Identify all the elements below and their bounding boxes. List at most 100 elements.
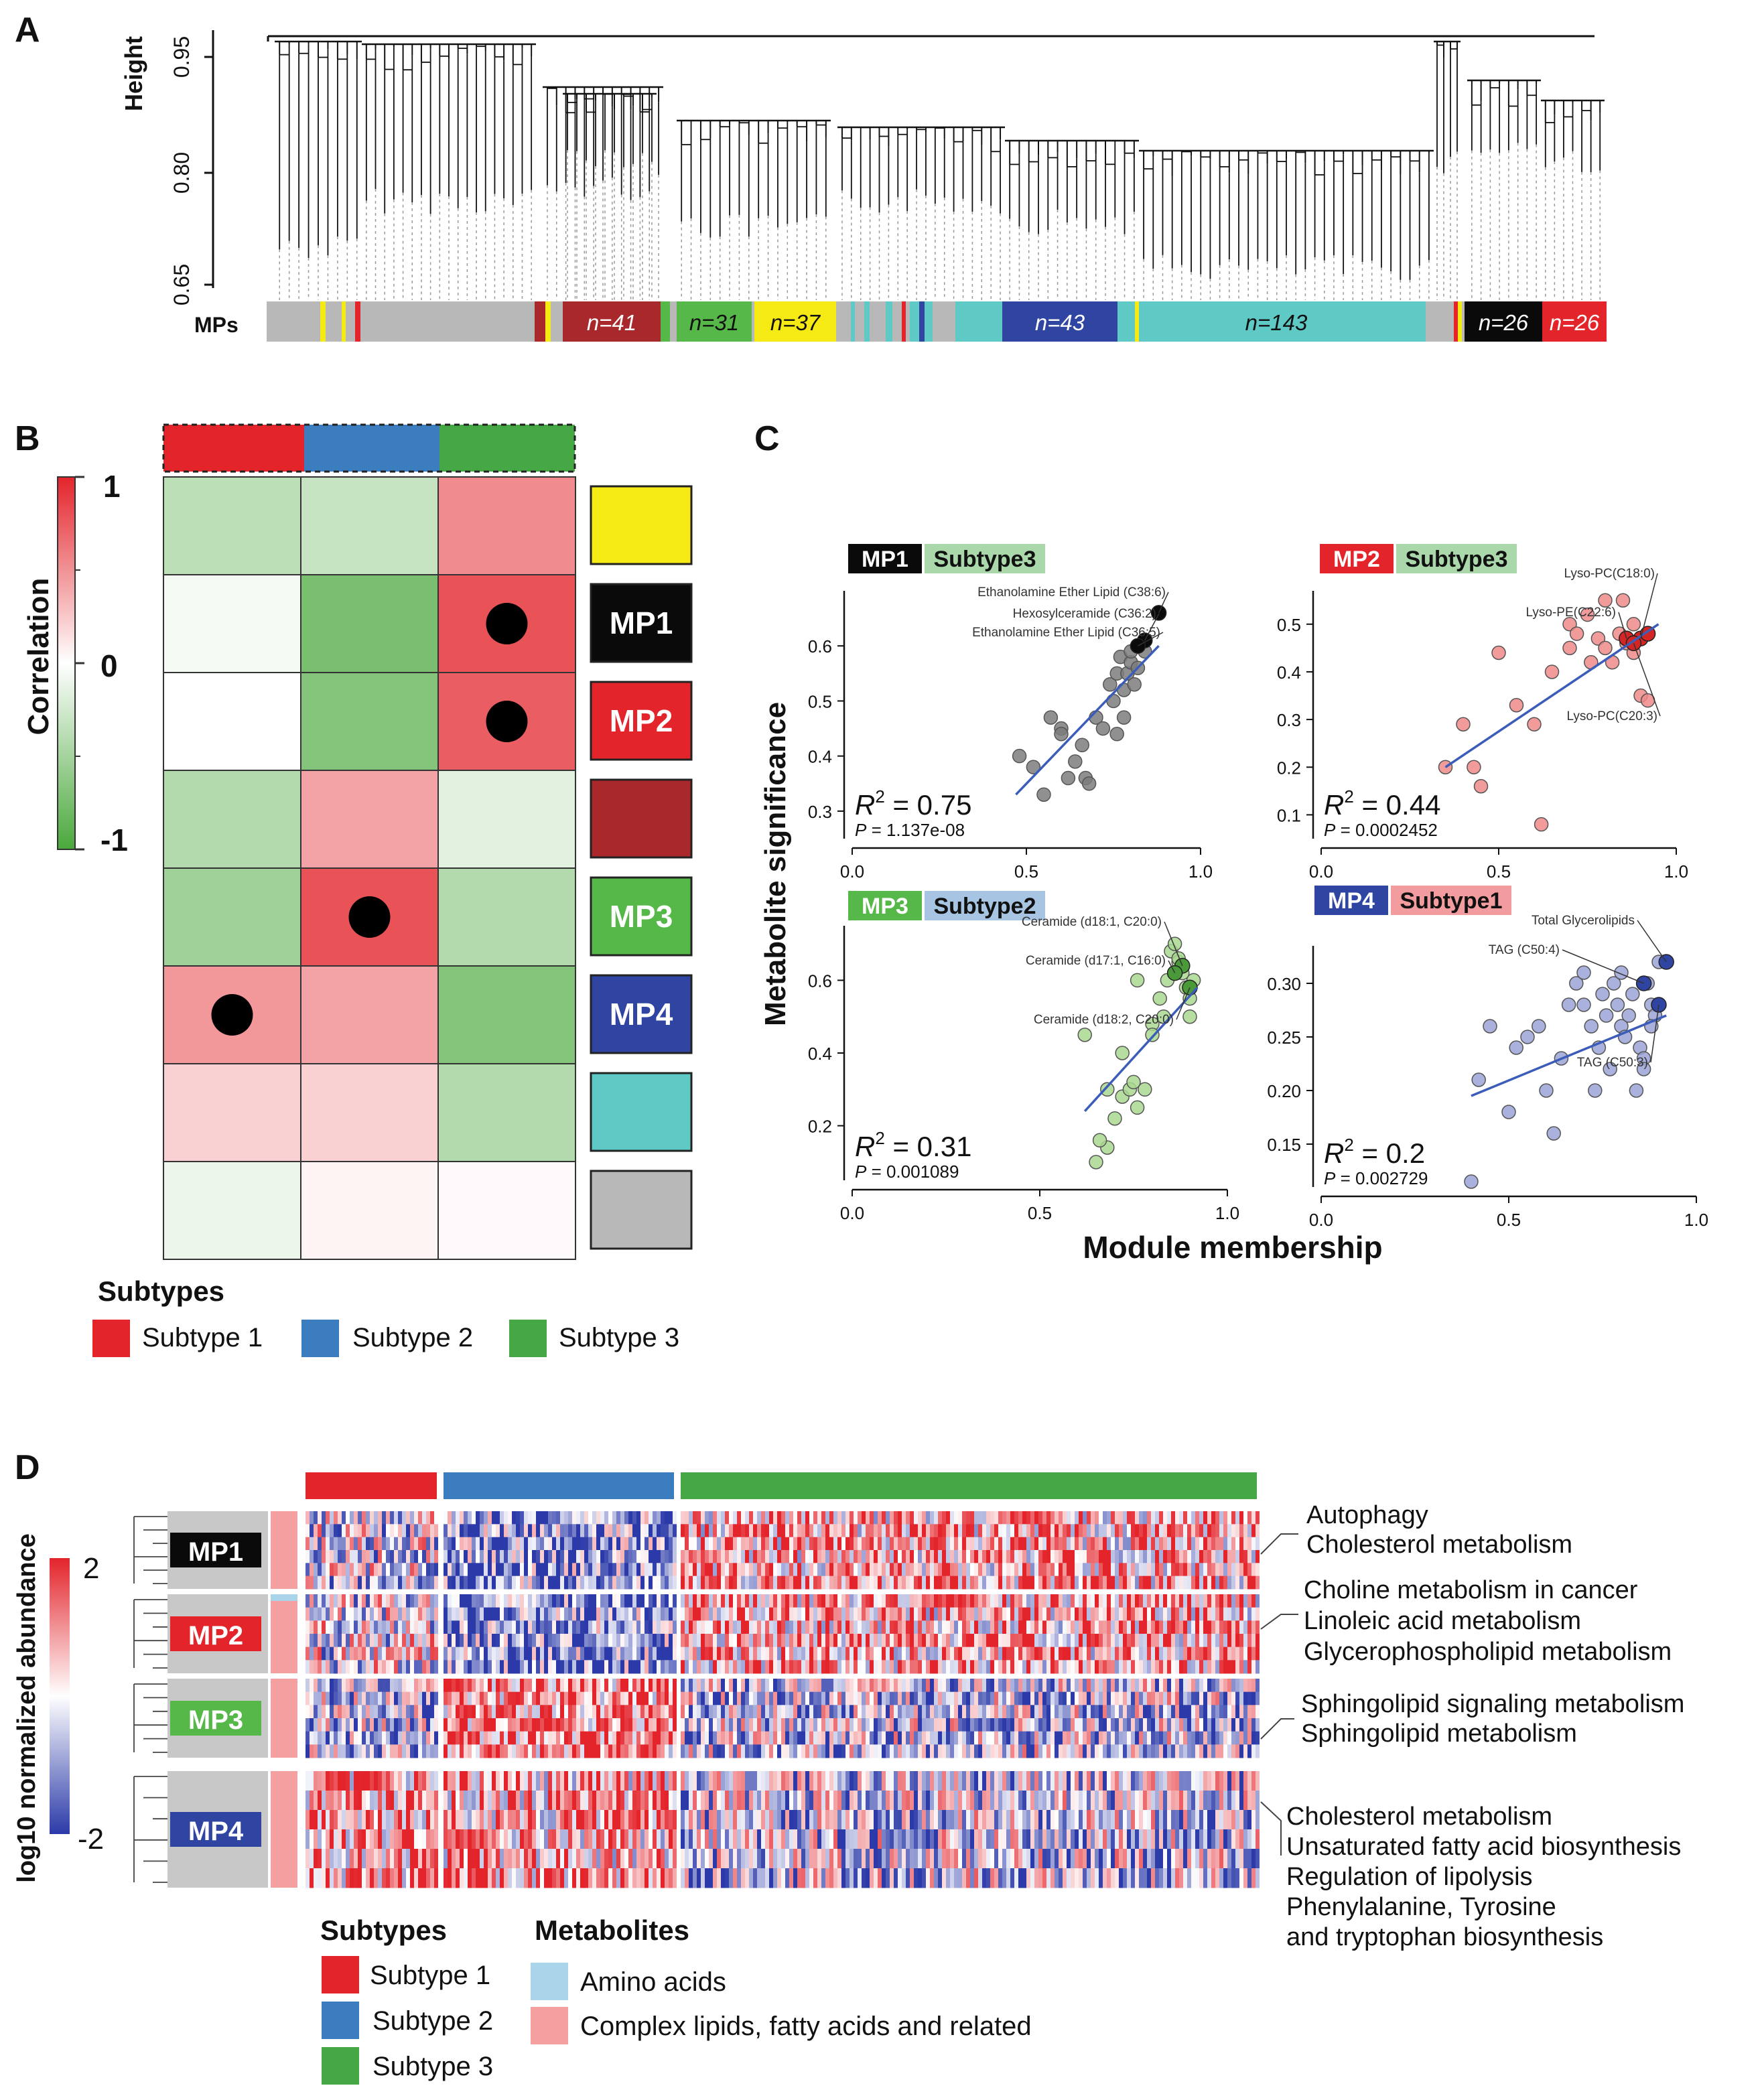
heatmap-stripe bbox=[934, 1679, 938, 1693]
heatmap-stripe bbox=[1038, 1620, 1042, 1634]
regression-line bbox=[1444, 623, 1659, 768]
heatmap-stripe bbox=[685, 1607, 689, 1621]
heatmap-stripe bbox=[528, 1679, 532, 1693]
subtype-tag-label: Subtype3 bbox=[933, 547, 1036, 572]
heatmap-stripe bbox=[649, 1691, 653, 1705]
heatmap-stripe bbox=[753, 1537, 757, 1551]
heatmap-stripe bbox=[452, 1524, 456, 1538]
heatmap-stripe bbox=[998, 1660, 1002, 1674]
heatmap-stripe bbox=[1231, 1594, 1235, 1608]
heatmap-stripe bbox=[693, 1718, 697, 1732]
heatmap-stripe bbox=[998, 1537, 1002, 1551]
heatmap-stripe bbox=[624, 1620, 628, 1634]
heatmap-stripe bbox=[1083, 1634, 1087, 1648]
heatmap-stripe bbox=[394, 1691, 398, 1705]
panel-b-label: B bbox=[15, 419, 40, 458]
heatmap-stripe bbox=[789, 1550, 793, 1563]
heatmap-stripe bbox=[456, 1550, 460, 1563]
heatmap-stripe bbox=[781, 1620, 785, 1634]
heatmap-stripe bbox=[1071, 1550, 1075, 1563]
heatmap-stripe bbox=[970, 1731, 974, 1745]
heatmap-stripe bbox=[604, 1511, 608, 1525]
heatmap-stripe bbox=[1211, 1576, 1215, 1590]
heatmap-stripe bbox=[1050, 1620, 1055, 1634]
heatmap-stripe bbox=[636, 1537, 640, 1551]
heatmap-stripe bbox=[448, 1731, 452, 1745]
heatmap-stripe bbox=[464, 1634, 468, 1648]
heatmap-stripe bbox=[480, 1620, 484, 1634]
heatmap-stripe bbox=[508, 1550, 512, 1563]
module-box-turquoise bbox=[590, 1072, 693, 1152]
heatmap-stripe bbox=[701, 1524, 705, 1538]
heatmap-stripe bbox=[568, 1744, 572, 1758]
heatmap-stripe bbox=[833, 1620, 837, 1634]
heatmap-stripe bbox=[338, 1731, 342, 1745]
heatmap-stripe bbox=[1147, 1647, 1151, 1661]
module-bar-segment bbox=[902, 301, 906, 342]
heatmap-stripe bbox=[532, 1647, 536, 1661]
heatmap-stripe bbox=[628, 1607, 632, 1621]
heatmap-stripe bbox=[805, 1647, 809, 1661]
heatmap-stripe bbox=[966, 1679, 970, 1693]
heatmap-stripe bbox=[1026, 1576, 1030, 1590]
heatmap-stripe bbox=[434, 1744, 438, 1758]
heatmap-stripe bbox=[733, 1524, 737, 1538]
heatmap-stripe bbox=[693, 1691, 697, 1705]
heatmap-stripe bbox=[894, 1576, 898, 1590]
heatmap-stripe bbox=[793, 1718, 797, 1732]
heatmap-stripe bbox=[402, 1620, 406, 1634]
heatmap-stripe bbox=[496, 1607, 500, 1621]
heatmap-stripe bbox=[653, 1679, 657, 1693]
heatmap-stripe bbox=[994, 1744, 998, 1758]
heatmap-stripe bbox=[994, 1511, 998, 1525]
heatmap-stripe bbox=[536, 1634, 540, 1648]
heatmap-stripe bbox=[476, 1679, 480, 1693]
heatmap-stripe bbox=[669, 1660, 673, 1674]
heatmap-stripe bbox=[604, 1607, 608, 1621]
heatmap-stripe bbox=[982, 1744, 986, 1758]
heatmap-stripe bbox=[1215, 1620, 1219, 1634]
heatmap-stripe bbox=[1042, 1691, 1046, 1705]
heatmap-stripe bbox=[1014, 1660, 1018, 1674]
heatmap-stripe bbox=[406, 1524, 410, 1538]
heatmap-stripe bbox=[773, 1576, 777, 1590]
heatmap-stripe bbox=[785, 1594, 789, 1608]
heatmap-stripe bbox=[1191, 1537, 1195, 1551]
heatmap-stripe bbox=[536, 1550, 540, 1563]
heatmap-stripe bbox=[1147, 1537, 1151, 1551]
heatmap-stripe bbox=[620, 1607, 624, 1621]
heatmap-stripe bbox=[1171, 1660, 1175, 1674]
heatmap-stripe bbox=[773, 1691, 777, 1705]
heatmap-stripe bbox=[1119, 1718, 1123, 1732]
heatmap-stripe bbox=[632, 1511, 636, 1525]
heatmap-stripe bbox=[717, 1563, 721, 1577]
heatmap-stripe bbox=[1227, 1511, 1231, 1525]
heatmap-stripe bbox=[1026, 1634, 1030, 1648]
heatmap-stripe bbox=[1002, 1647, 1006, 1661]
heatmap-stripe bbox=[1075, 1691, 1079, 1705]
heatmap-stripe bbox=[346, 1744, 350, 1758]
heatmap-stripe bbox=[1243, 1647, 1247, 1661]
heatmap-stripe bbox=[757, 1607, 761, 1621]
heatmap-stripe bbox=[862, 1607, 866, 1621]
heatmap-cell bbox=[163, 867, 301, 967]
heatmap-stripe bbox=[1223, 1550, 1227, 1563]
heatmap-stripe bbox=[962, 1576, 966, 1590]
heatmap-stripe bbox=[600, 1705, 604, 1719]
heatmap-stripe bbox=[464, 1718, 468, 1732]
heatmap-stripe bbox=[410, 1731, 414, 1745]
heatmap-stripe bbox=[874, 1647, 878, 1661]
heatmap-stripe bbox=[1099, 1718, 1103, 1732]
heatmap-stripe bbox=[769, 1691, 773, 1705]
heatmap-stripe bbox=[970, 1718, 974, 1732]
heatmap-stripe bbox=[765, 1524, 769, 1538]
heatmap-stripe bbox=[1219, 1511, 1223, 1525]
heatmap-stripe bbox=[1115, 1660, 1119, 1674]
heatmap-stripe bbox=[870, 1607, 874, 1621]
heatmap-stripe bbox=[306, 1731, 310, 1745]
heatmap-stripe bbox=[588, 1744, 592, 1758]
heatmap-stripe bbox=[862, 1691, 866, 1705]
heatmap-stripe bbox=[773, 1718, 777, 1732]
heatmap-stripe bbox=[1119, 1634, 1123, 1648]
heatmap-stripe bbox=[777, 1718, 781, 1732]
